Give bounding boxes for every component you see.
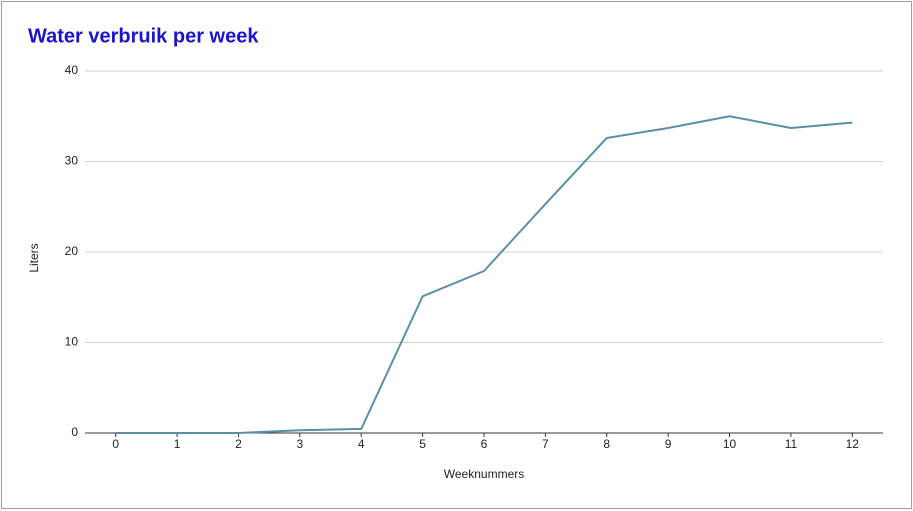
- x-tick-label: 9: [665, 437, 672, 451]
- x-tick-label: 8: [603, 437, 610, 451]
- x-tick-label: 10: [723, 437, 737, 451]
- chart-title: Water verbruik per week: [28, 25, 259, 47]
- x-tick-label: 0: [112, 437, 119, 451]
- x-tick-label: 4: [358, 437, 365, 451]
- y-tick-label: 0: [71, 425, 78, 439]
- x-tick-label: 7: [542, 437, 549, 451]
- y-tick-label: 40: [65, 63, 79, 77]
- x-tick-label: 11: [785, 437, 798, 451]
- y-tick-label: 30: [65, 154, 79, 168]
- x-tick-label: 12: [846, 437, 860, 451]
- x-tick-label: 2: [235, 437, 242, 451]
- x-axis-title: Weeknummers: [444, 467, 524, 481]
- x-tick-label: 5: [419, 437, 426, 451]
- y-tick-label: 20: [65, 244, 79, 258]
- x-tick-label: 6: [481, 437, 488, 451]
- x-tick-label: 1: [174, 437, 181, 451]
- x-tick-label: 3: [297, 437, 304, 451]
- data-line: [115, 115, 853, 434]
- y-axis-title: Liters: [27, 243, 41, 272]
- y-tick-label: 10: [65, 335, 79, 349]
